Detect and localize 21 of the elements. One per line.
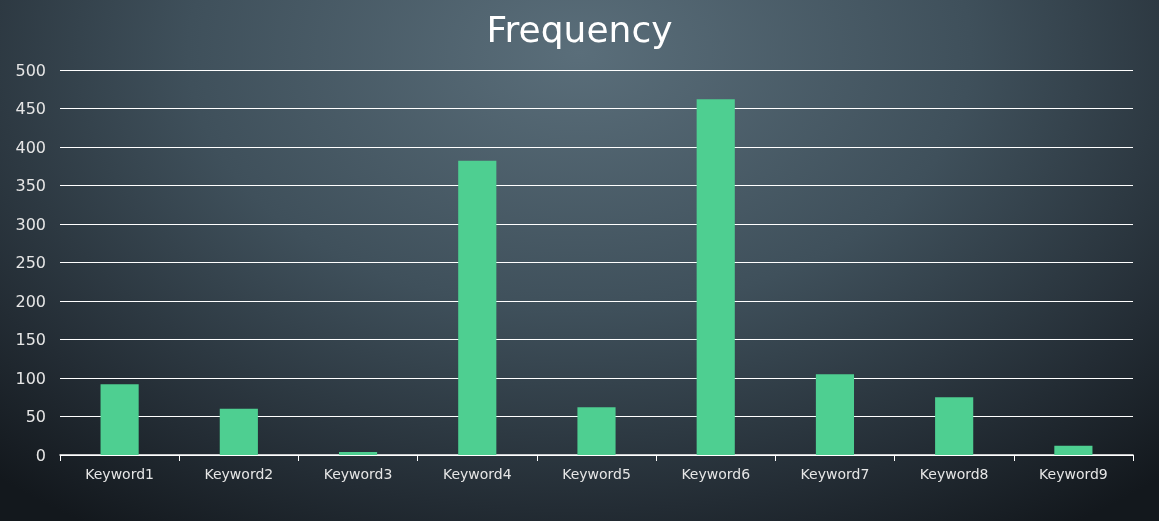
y-tick-label: 100 xyxy=(15,368,46,388)
x-tick-label: Keyword1 xyxy=(85,466,154,482)
y-tick-label: 250 xyxy=(15,253,46,272)
y-tick-label: 400 xyxy=(15,137,46,157)
y-tick-label: 300 xyxy=(15,214,46,234)
y-tick-label: 450 xyxy=(15,99,46,118)
x-tick-label: Keyword5 xyxy=(562,466,631,482)
x-tick-label: Keyword7 xyxy=(800,466,870,482)
x-tick-label: Keyword9 xyxy=(1039,466,1108,482)
y-tick-label: 200 xyxy=(15,291,46,311)
y-tick-label: 350 xyxy=(15,176,46,195)
x-tick-label: Keyword3 xyxy=(323,466,393,482)
chart-title: Frequency xyxy=(486,8,673,50)
x-tick-label: Keyword6 xyxy=(681,466,751,482)
x-tick-label: Keyword2 xyxy=(204,466,274,482)
y-tick-label: 0 xyxy=(35,445,46,465)
y-tick-label: 50 xyxy=(25,407,46,426)
x-tick-label: Keyword4 xyxy=(442,466,512,482)
y-tick-label: 500 xyxy=(15,60,46,80)
y-tick-label: 150 xyxy=(15,330,46,349)
x-tick-label: Keyword8 xyxy=(919,466,989,482)
